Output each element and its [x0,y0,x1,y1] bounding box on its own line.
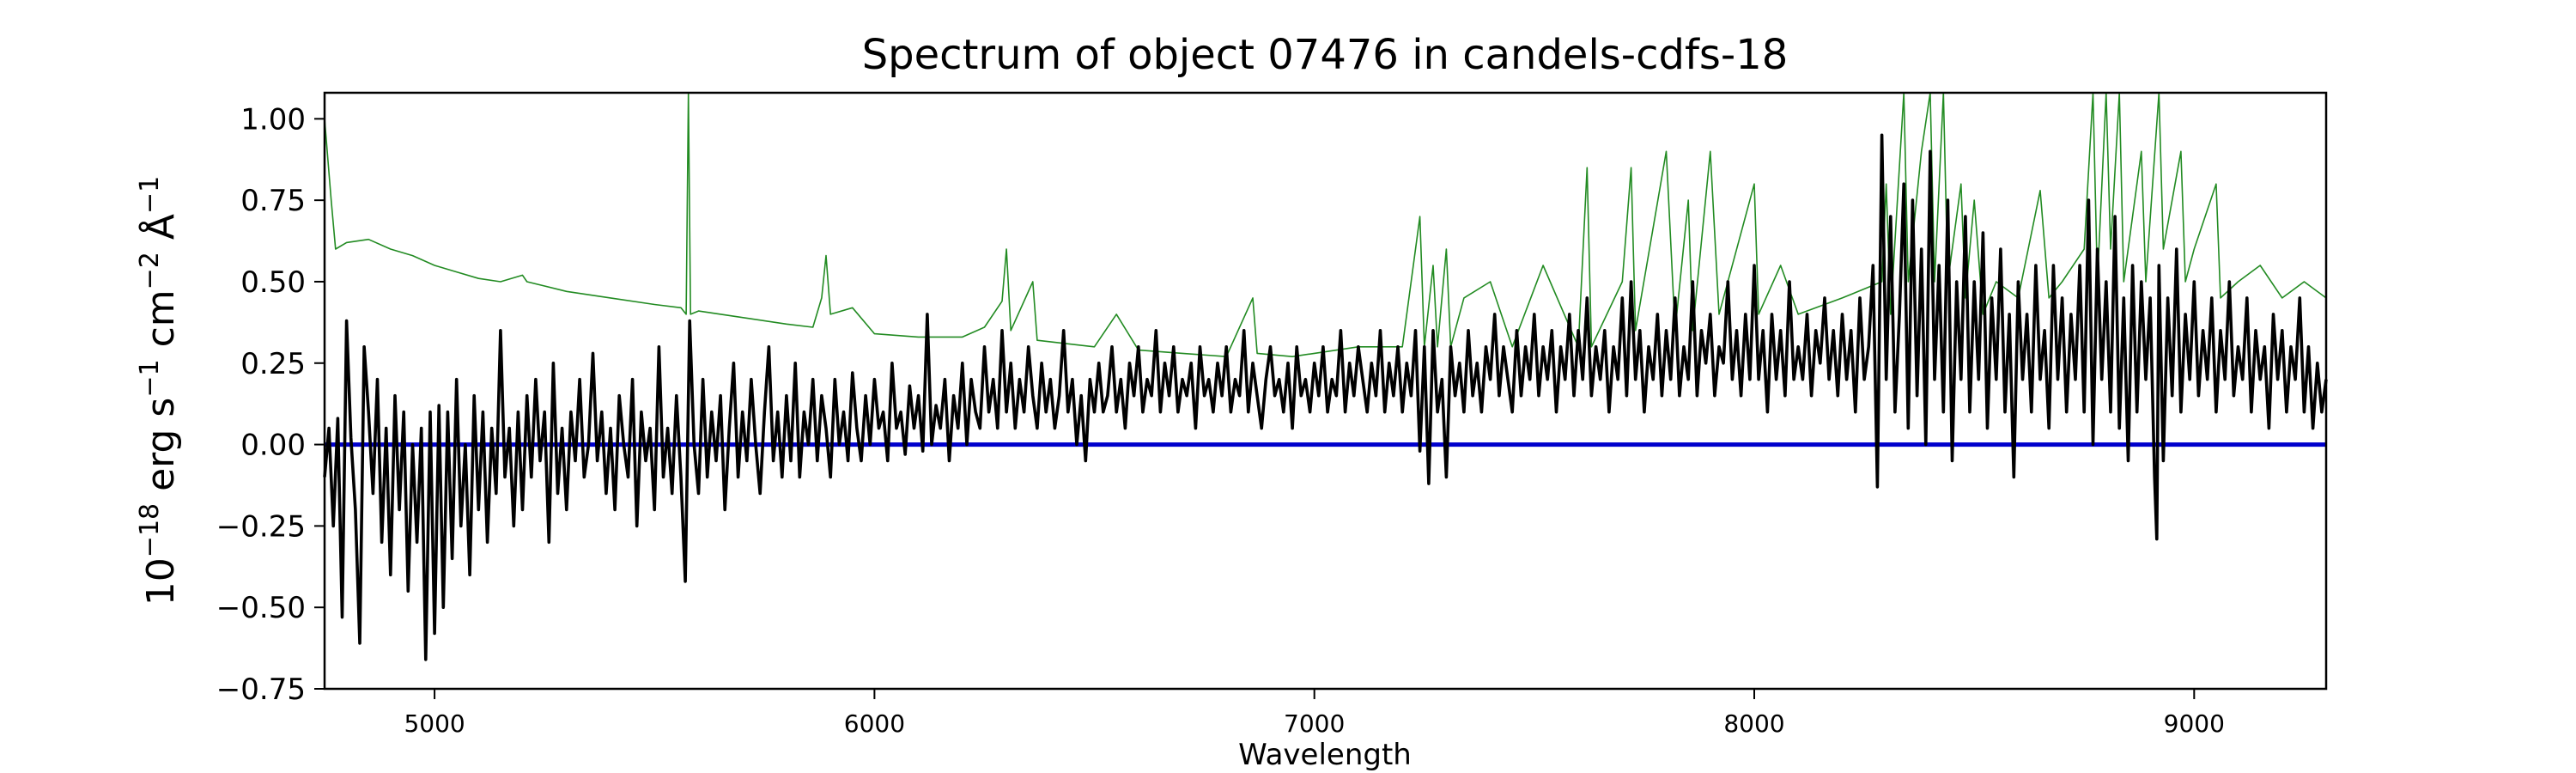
y-axis-label-text: Å [137,214,183,252]
x-tick-label: 5000 [404,709,465,738]
x-tick-label: 6000 [844,709,905,738]
x-tick-label: 8000 [1723,709,1784,738]
y-tick-label: 0.00 [240,429,306,463]
y-axis-ticks: −0.75 −0.50 −0.25 0.00 0.25 0.50 0.75 1.00 [216,102,325,707]
plot-marks [323,92,2328,661]
y-tick-label: 0.25 [240,347,306,381]
y-tick-label: −0.75 [216,673,306,707]
y-axis-label-text: cm [139,289,183,359]
x-axis-ticks: 5000 6000 7000 8000 9000 [404,689,2225,738]
y-tick-label: 1.00 [240,102,306,137]
x-axis-label: Wavelength [1238,738,1412,772]
y-axis-label-exponent: −1 [135,359,165,397]
y-axis-label-exponent: −2 [135,252,165,289]
y-tick-label: −0.25 [216,509,306,544]
y-tick-label: 0.75 [240,184,306,218]
x-tick-label: 9000 [2164,709,2225,738]
chart-title: Spectrum of object 07476 in candels-cdfs… [862,31,1789,79]
plot-frame [323,91,2328,691]
y-axis-label-exponent: −18 [135,503,165,557]
y-axis-label: 10−18 erg s−1 cm−2 Å−1 [135,176,183,606]
y-tick-label: 0.50 [240,265,306,300]
x-tick-label: 7000 [1284,709,1345,738]
y-axis-label-text: 10 [139,557,183,606]
y-axis-label-exponent: −1 [135,176,165,214]
y-tick-label: −0.50 [216,591,306,625]
y-axis-label-text: erg s [139,398,183,503]
series-line-flux [323,133,2328,661]
